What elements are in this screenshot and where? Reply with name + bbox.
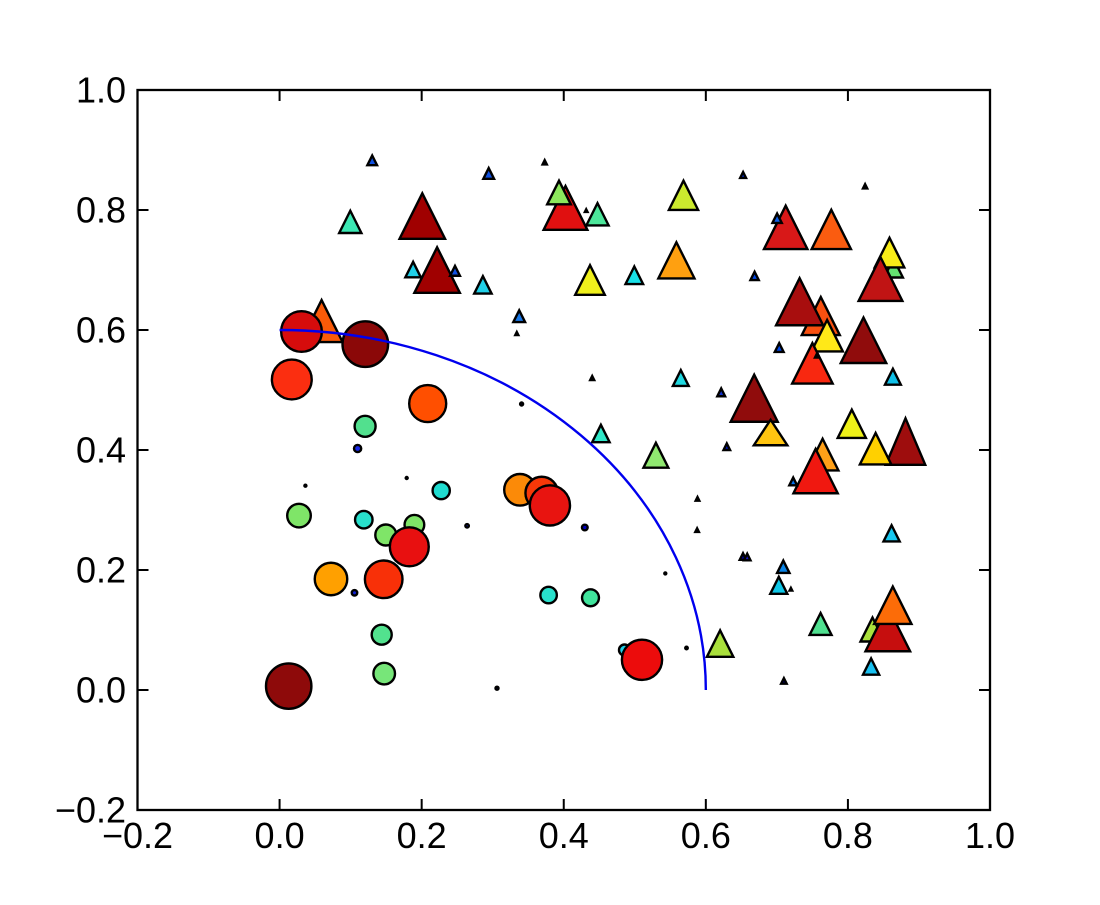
svg-text:0.4: 0.4 <box>539 815 589 856</box>
svg-text:0.0: 0.0 <box>255 815 305 856</box>
svg-text:0.0: 0.0 <box>76 670 126 711</box>
svg-text:1.0: 1.0 <box>965 815 1015 856</box>
svg-text:0.6: 0.6 <box>681 815 731 856</box>
svg-text:0.8: 0.8 <box>76 190 126 231</box>
svg-text:0.8: 0.8 <box>823 815 873 856</box>
svg-text:0.2: 0.2 <box>397 815 447 856</box>
svg-text:0.6: 0.6 <box>76 310 126 351</box>
svg-text:−0.2: −0.2 <box>102 815 173 856</box>
svg-text:1.0: 1.0 <box>76 70 126 111</box>
svg-text:0.4: 0.4 <box>76 430 126 471</box>
svg-text:0.2: 0.2 <box>76 550 126 591</box>
svg-text:−0.2: −0.2 <box>55 790 126 831</box>
